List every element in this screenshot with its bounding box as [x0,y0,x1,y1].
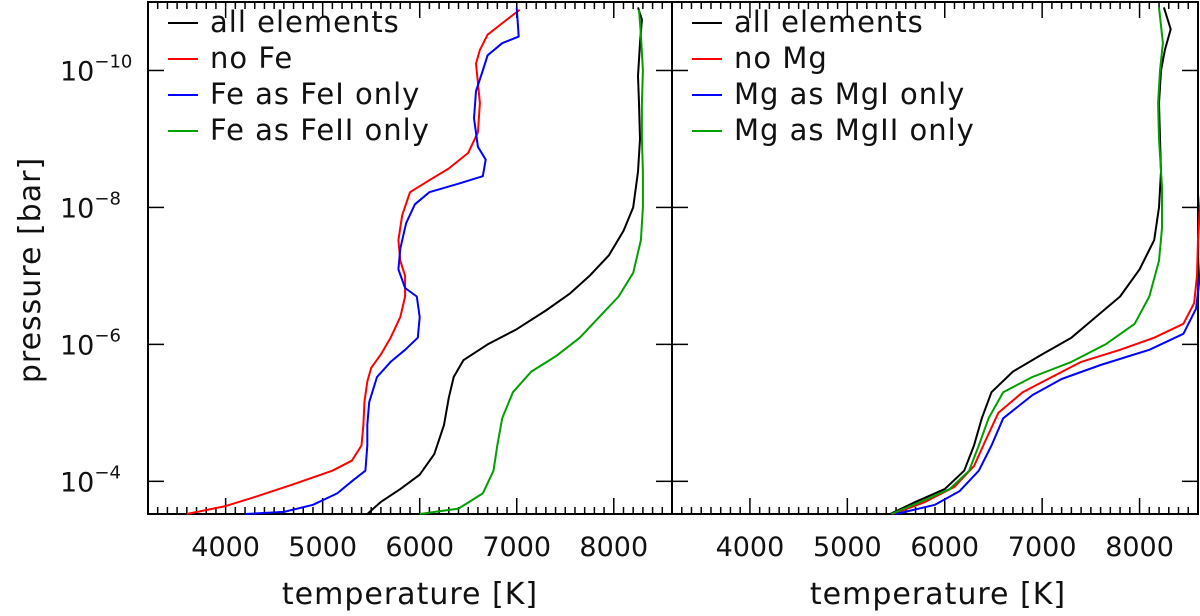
y-tick-label: 10−6 [60,325,121,361]
legend-label: no Mg [734,41,828,75]
x-tick-label: 6000 [910,532,979,563]
series-line-fe-as-fei-only [244,7,520,515]
x-tick-label: 7000 [482,532,551,563]
series-line-no-mg [892,194,1200,515]
series-line-fe-as-feii-only [419,9,644,515]
panel-left: 4000 5000 6000 7000 8000 10−4 10−6 10−8 10−10 all… [60,1,673,563]
series-line-mg-as-mgii-only [890,7,1164,515]
y-tick-label: 10−10 [60,51,132,87]
x-tick-label: 4000 [191,532,260,563]
legend-label: no Fe [210,41,293,75]
y-axis-label: pressure [bar] [13,157,48,383]
x-axis-label-left: temperature [K] [282,577,538,612]
legend-label: all elements [734,5,924,39]
legend-label: Mg as MgI only [734,77,965,111]
legend-label: all elements [210,5,400,39]
x-tick-label: 7000 [1008,532,1077,563]
legend-label: Fe as FeI only [210,77,420,111]
x-tick-label: 5000 [813,532,882,563]
legend-label: Mg as MgII only [734,113,975,147]
y-tick-label: 10−4 [60,462,121,498]
x-tick-label: 4000 [716,532,785,563]
x-tick-label: 8000 [579,532,648,563]
series-line-all-elements [366,7,643,515]
series-line-mg-as-mgi-only [895,256,1200,515]
x-tick-label: 6000 [385,532,454,563]
x-tick-label: 5000 [288,532,357,563]
y-tick-label: 10−8 [60,188,121,224]
legend-label: Fe as FeII only [210,113,430,147]
x-tick-label: 8000 [1105,532,1174,563]
x-axis-label-right: temperature [K] [810,577,1066,612]
